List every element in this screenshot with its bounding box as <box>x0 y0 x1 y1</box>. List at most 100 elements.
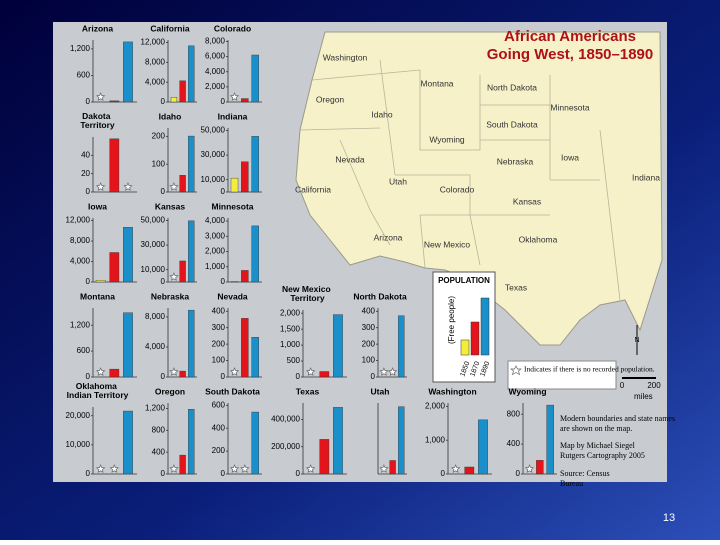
y-tick-label: 30,000 <box>201 150 226 159</box>
no-data-star <box>95 92 106 101</box>
y-tick-label: 3,000 <box>205 231 226 240</box>
chart-name: Wyoming <box>508 386 546 396</box>
legend-swatch <box>460 339 470 356</box>
chart-name: Colorado <box>214 23 251 33</box>
scale-end: 200 <box>647 381 661 390</box>
state-label: North Dakota <box>487 82 537 92</box>
state-label: Texas <box>505 282 527 292</box>
chart-name: Oregon <box>155 386 185 396</box>
y-tick-label: 0 <box>221 97 226 106</box>
y-tick-label: 0 <box>86 277 91 286</box>
y-tick-label: 0 <box>296 469 301 478</box>
bar <box>179 175 186 193</box>
bar <box>123 410 133 475</box>
state-label: South Dakota <box>486 119 538 129</box>
bar <box>251 136 259 193</box>
state-label: Nevada <box>335 154 365 164</box>
y-tick-label: 1,200 <box>70 320 91 329</box>
y-tick-label: 4,000 <box>145 77 166 86</box>
bar <box>109 252 120 283</box>
bar <box>398 315 405 378</box>
y-tick-label: 400 <box>507 439 521 448</box>
no-data-star <box>123 182 133 191</box>
y-tick-label: 1,500 <box>280 324 301 333</box>
y-tick-label: 0 <box>371 372 376 381</box>
state-label: Oklahoma <box>519 234 558 244</box>
state-label: Minnesota <box>550 102 589 112</box>
y-tick-label: 10,000 <box>141 265 166 274</box>
y-tick-label: 0 <box>441 469 446 478</box>
y-tick-label: 0 <box>161 372 166 381</box>
y-tick-label: 4,000 <box>70 257 91 266</box>
state-label: Wyoming <box>429 134 465 144</box>
y-tick-label: 400 <box>212 423 226 432</box>
y-tick-label: 1,000 <box>280 340 301 349</box>
legend-swatch <box>480 297 490 356</box>
title-line: African Americans <box>504 28 636 45</box>
y-tick-label: 0 <box>161 187 166 196</box>
bar <box>251 411 259 475</box>
chart-name: Indiana <box>218 111 248 121</box>
chart-name: Nebraska <box>151 291 190 301</box>
title: African Americans Going West, 1850–1890 <box>487 28 653 63</box>
y-tick-label: 1,200 <box>145 404 166 413</box>
no-data-star <box>305 464 316 473</box>
state-borders <box>299 59 621 301</box>
bar <box>109 138 120 193</box>
y-tick-label: 1,000 <box>425 435 446 444</box>
y-tick-label: 400 <box>152 447 166 456</box>
note: Modern boundaries and state names are sh… <box>560 414 677 433</box>
y-tick-label: 0 <box>161 469 166 478</box>
state-label: California <box>295 184 331 194</box>
y-tick-label: 12,000 <box>141 38 166 47</box>
y-tick-label: 200 <box>152 131 166 140</box>
y-tick-label: 1,000 <box>205 262 226 271</box>
y-tick-label: 300 <box>212 323 226 332</box>
chart-name: North Dakota <box>353 291 407 301</box>
bar <box>241 318 249 378</box>
y-tick-label: 10,000 <box>66 440 91 449</box>
chart-name: Arizona <box>82 23 113 33</box>
y-tick-label: 20,000 <box>66 411 91 420</box>
y-tick-label: 30,000 <box>141 240 166 249</box>
note-star <box>510 365 522 376</box>
chart-name: Kansas <box>155 201 186 211</box>
state-label: Arizona <box>374 232 403 242</box>
y-tick-label: 40 <box>81 150 90 159</box>
legend-title: POPULATION <box>438 276 490 285</box>
legend-subtitle: (Free people) <box>447 296 456 344</box>
y-tick-label: 1,200 <box>70 44 91 53</box>
state-label: Kansas <box>513 196 541 206</box>
state-label: New Mexico <box>424 239 471 249</box>
bar <box>188 220 195 283</box>
y-tick-label: 12,000 <box>66 216 91 225</box>
legend-year: 1890 <box>479 361 491 378</box>
bar <box>251 225 259 283</box>
y-tick-label: 200 <box>212 446 226 455</box>
chart-name: California <box>150 23 189 33</box>
title-line: Going West, 1850–1890 <box>487 46 653 63</box>
chart-name: Oklahoma Indian Territory <box>67 381 129 400</box>
y-tick-label: 8,000 <box>145 312 166 321</box>
y-tick-label: 6,000 <box>205 52 226 61</box>
state-label: Washington <box>323 52 368 62</box>
y-tick-label: 800 <box>152 425 166 434</box>
bar <box>319 371 330 378</box>
bar <box>179 260 186 283</box>
bar <box>478 419 488 475</box>
bar <box>319 439 330 475</box>
bar <box>179 454 186 475</box>
y-tick-label: 0 <box>86 469 91 478</box>
y-tick-label: 800 <box>507 409 521 418</box>
y-tick-label: 100 <box>362 356 376 365</box>
y-tick-label: 0 <box>221 372 226 381</box>
chart-name: Idaho <box>159 111 182 121</box>
bar <box>464 466 475 475</box>
bar <box>95 280 106 283</box>
bar <box>179 370 186 378</box>
legend-year: 1850 <box>459 361 471 378</box>
y-tick-label: 400,000 <box>271 414 300 423</box>
no-data-star <box>240 464 250 473</box>
state-label: Nebraska <box>497 156 534 166</box>
